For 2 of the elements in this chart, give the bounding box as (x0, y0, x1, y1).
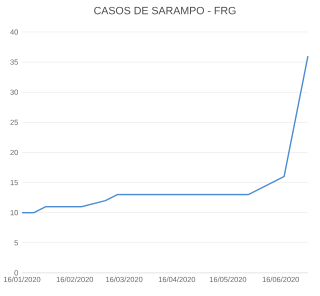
line-series (21, 55, 309, 214)
chart-title: CASOS DE SARAMPO - FRG (94, 6, 236, 14)
